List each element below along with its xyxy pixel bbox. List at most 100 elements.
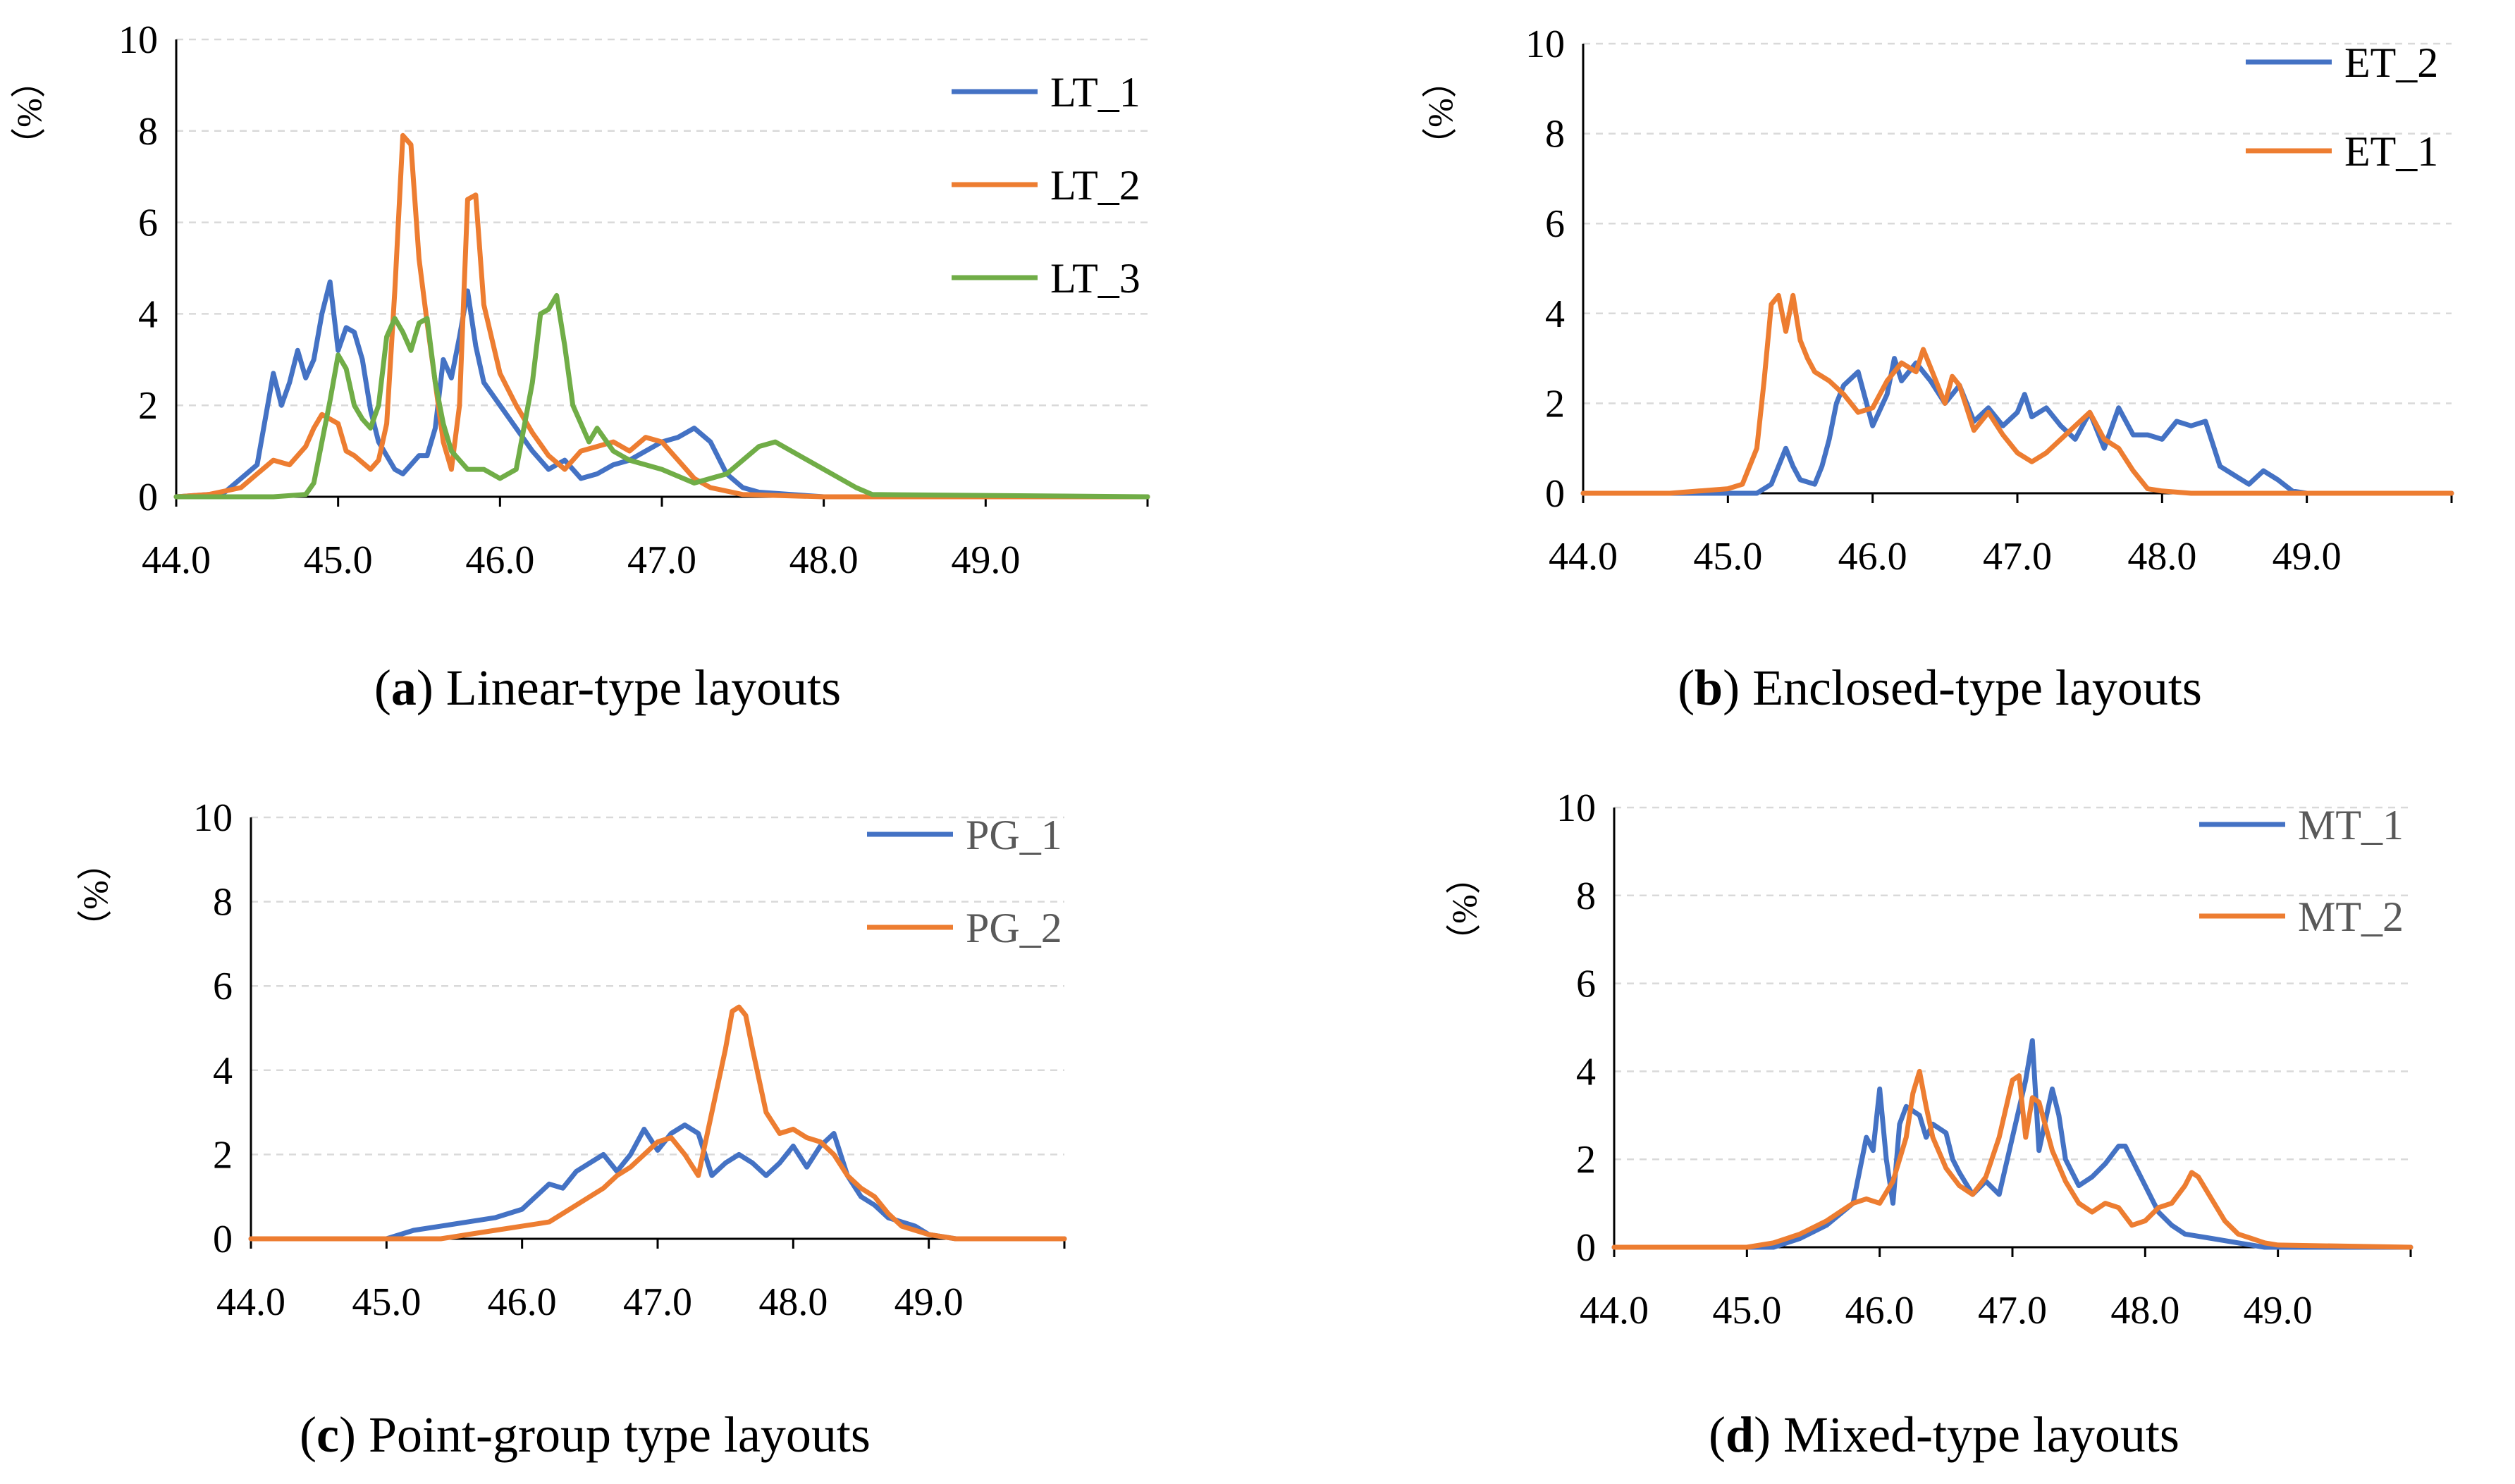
panel-a-caption-letter: a xyxy=(391,660,417,716)
panel-c-ytick: 2 xyxy=(213,1133,233,1177)
panel-a-gridlines xyxy=(176,38,1148,407)
panel-a-ytick: 2 xyxy=(138,384,158,428)
panel-b-ytick: 0 xyxy=(1545,472,1565,516)
panel-c-legend-label: PG_2 xyxy=(966,905,1062,951)
panel-c-series-pg-1 xyxy=(248,1123,1067,1242)
panel-d-ytick: 6 xyxy=(1576,963,1596,1006)
panel-c-ytick: 8 xyxy=(213,881,233,925)
panel-d-legend-label: MT_1 xyxy=(2298,802,2404,848)
panel-c-legend: PG_1 PG_2 xyxy=(867,812,1062,951)
panel-a-caption-text: Linear-type layouts xyxy=(433,660,841,716)
panel-a-ytick: 10 xyxy=(118,18,158,62)
panel-d-ylabel: （%） xyxy=(1444,859,1484,959)
panel-a-xtick: 47.0 xyxy=(627,538,696,582)
panel-b-series-et-2 xyxy=(1580,356,2454,496)
panel-d-xticks: 44.0 45.0 46.0 47.0 48.0 49.0 xyxy=(1580,1289,2313,1332)
panel-d-xtick: 47.0 xyxy=(1978,1289,2047,1332)
panel-a-xtick: 44.0 xyxy=(142,538,211,582)
panel-b-legend-label: ET_2 xyxy=(2344,39,2438,86)
panel-b-caption: (b) Enclosed-type layouts xyxy=(1678,660,2202,716)
panel-b-xtick: 44.0 xyxy=(1549,535,1618,579)
panel-d-series-mt-1 xyxy=(1611,1038,2413,1250)
panel-b-xticks: 44.0 45.0 46.0 47.0 48.0 49.0 xyxy=(1549,535,2342,579)
panel-a-legend-label: LT_1 xyxy=(1050,69,1140,116)
panel-b-series-et-1 xyxy=(1580,292,2454,496)
panel-c-ytick: 6 xyxy=(213,965,233,1008)
panel-d-ytick: 0 xyxy=(1576,1226,1596,1270)
panel-d-series xyxy=(1611,1038,2413,1250)
panel-d-xtick: 48.0 xyxy=(2110,1289,2179,1332)
panel-d-ytick: 4 xyxy=(1576,1050,1596,1094)
panel-d-caption-text: Mixed-type layouts xyxy=(1771,1406,2179,1463)
panel-c-xtick: 46.0 xyxy=(488,1280,557,1324)
panel-c-caption: (c) Point-group type layouts xyxy=(300,1406,871,1463)
panel-a-series-lt-1 xyxy=(173,279,1150,500)
panel-b-ylabel: （%） xyxy=(1420,63,1460,163)
panel-a-caption: (a) Linear-type layouts xyxy=(374,660,841,716)
panel-c-xtick: 49.0 xyxy=(894,1280,964,1324)
panel-d-caption: (d) Mixed-type layouts xyxy=(1709,1406,2179,1463)
panel-a-series xyxy=(173,132,1150,500)
panel-c-ytick: 4 xyxy=(213,1049,233,1093)
panel-b-series xyxy=(1580,292,2454,496)
panel-b-legend-label: ET_1 xyxy=(2344,128,2438,175)
panel-c-axes xyxy=(250,817,1066,1249)
panel-c-xtick: 45.0 xyxy=(352,1280,421,1324)
panel-b-caption-text: Enclosed-type layouts xyxy=(1740,660,2202,716)
panel-d-legend-label: MT_2 xyxy=(2298,894,2404,940)
panel-c: （%） 0 2 4 6 8 10 44.0 45.0 46.0 47.0 48.… xyxy=(75,796,1067,1463)
panel-b-xtick: 48.0 xyxy=(2127,535,2196,579)
panel-a-yticks: 0 2 4 6 8 10 xyxy=(118,18,158,519)
panel-b-axes xyxy=(1582,44,2453,503)
panel-c-xtick: 47.0 xyxy=(623,1280,692,1324)
panel-c-ylabel: （%） xyxy=(75,845,115,945)
panel-d-ytick: 2 xyxy=(1576,1138,1596,1182)
panel-a-legend: LT_1 LT_2 LT_3 xyxy=(952,69,1140,302)
panel-c-series-pg-2 xyxy=(248,1004,1067,1242)
panel-c-xtick: 48.0 xyxy=(758,1280,828,1324)
panel-b-ytick: 2 xyxy=(1545,382,1565,426)
panel-d-yticks: 0 2 4 6 8 10 xyxy=(1556,786,1596,1270)
panel-d-xtick: 46.0 xyxy=(1845,1289,1914,1332)
panel-b-ytick: 4 xyxy=(1545,292,1565,336)
panel-c-legend-label: PG_1 xyxy=(966,812,1062,858)
panel-b-yticks: 0 2 4 6 8 10 xyxy=(1525,23,1565,516)
panel-b-xtick: 46.0 xyxy=(1838,535,1907,579)
panel-a-xtick: 46.0 xyxy=(465,538,534,582)
panel-a: （%） 0 2 4 6 8 10 44.0 45.0 46.0 47.0 48.… xyxy=(9,18,1150,716)
panel-c-caption-letter: c xyxy=(316,1406,339,1463)
panel-d-series-mt-2 xyxy=(1611,1068,2413,1250)
panel-d-gridlines xyxy=(1614,806,2411,1161)
panel-b-caption-letter: b xyxy=(1695,660,1723,716)
panel-d-xtick: 45.0 xyxy=(1712,1289,1781,1332)
panel-a-legend-label: LT_2 xyxy=(1050,162,1140,209)
panel-b-gridlines xyxy=(1583,42,2452,404)
panel-a-series-lt-3 xyxy=(173,292,1150,500)
panel-d-legend: MT_1 MT_2 xyxy=(2199,802,2404,940)
panel-a-xtick: 45.0 xyxy=(304,538,373,582)
panel-a-legend-label: LT_3 xyxy=(1050,255,1140,302)
panel-a-ytick: 4 xyxy=(138,292,158,336)
panel-a-xtick: 49.0 xyxy=(951,538,1020,582)
panel-b-ytick: 8 xyxy=(1545,113,1565,156)
panel-d-axes xyxy=(1613,808,2412,1257)
panel-a-ytick: 8 xyxy=(138,110,158,154)
panel-c-caption-text: Point-group type layouts xyxy=(356,1406,871,1463)
panel-c-series xyxy=(248,1004,1067,1242)
panel-b-ytick: 10 xyxy=(1525,23,1565,66)
panel-c-yticks: 0 2 4 6 8 10 xyxy=(193,796,233,1261)
panel-c-xtick: 44.0 xyxy=(216,1280,285,1324)
panel-d-xtick: 44.0 xyxy=(1580,1289,1649,1332)
panel-a-xticks: 44.0 45.0 46.0 47.0 48.0 49.0 xyxy=(142,538,1020,582)
panel-d-ytick: 8 xyxy=(1576,874,1596,918)
panel-b-legend: ET_2 ET_1 xyxy=(2246,39,2438,175)
panel-a-ytick: 6 xyxy=(138,202,158,245)
panel-a-ylabel: （%） xyxy=(9,63,49,163)
panel-b-xtick: 45.0 xyxy=(1693,535,1762,579)
panel-d-ytick: 10 xyxy=(1556,786,1596,830)
panel-a-xtick: 48.0 xyxy=(789,538,859,582)
panel-b-xtick: 49.0 xyxy=(2273,535,2342,579)
panel-c-ytick: 0 xyxy=(213,1218,233,1261)
panel-b-xtick: 47.0 xyxy=(1983,535,2052,579)
